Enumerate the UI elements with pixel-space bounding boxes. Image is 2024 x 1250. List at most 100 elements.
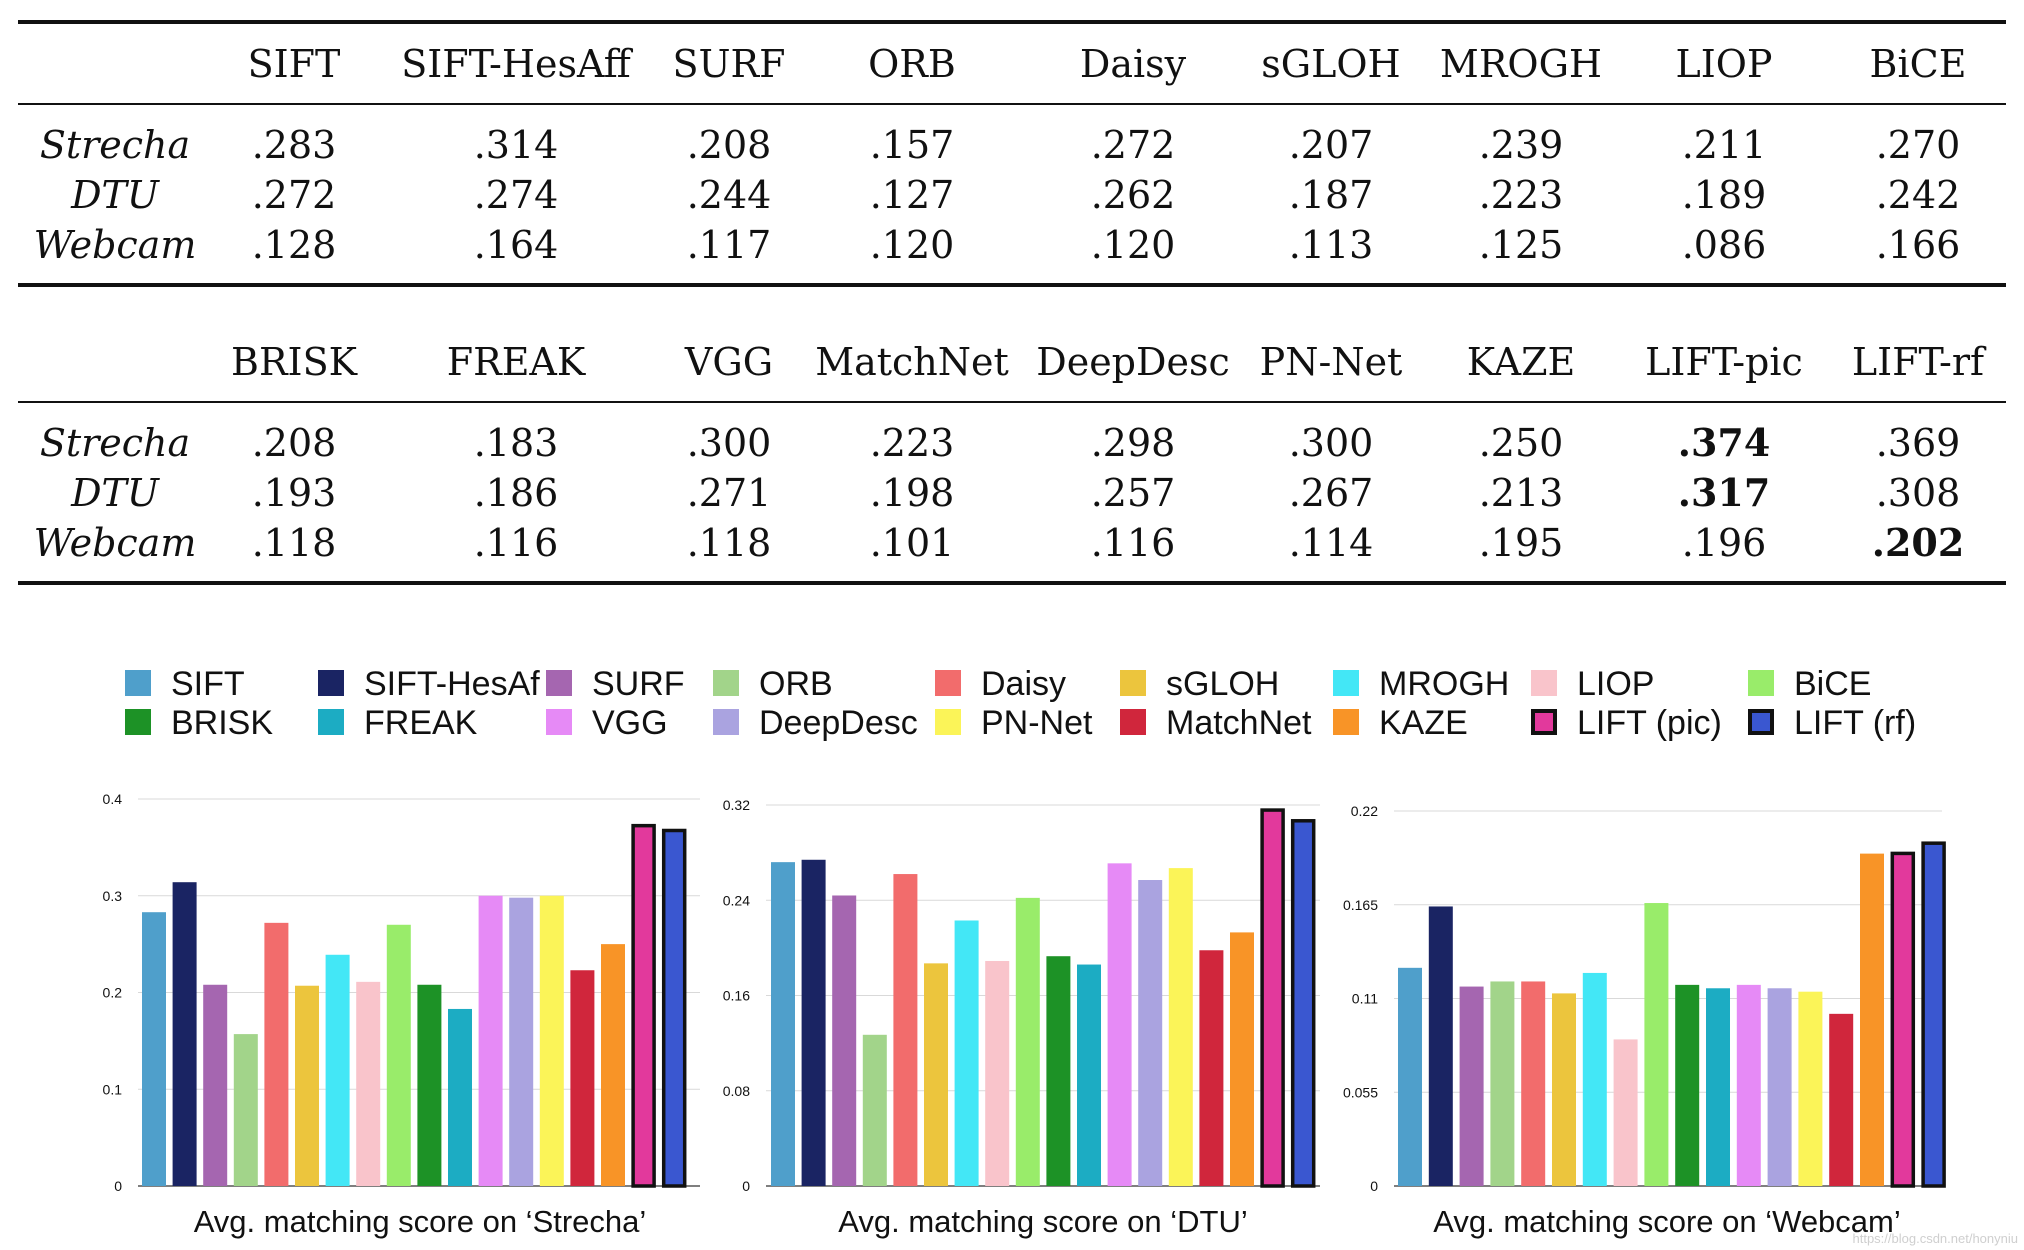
table-column-header: SIFT bbox=[248, 42, 341, 86]
table-cell: .267 bbox=[1289, 471, 1374, 515]
legend-label: KAZE bbox=[1379, 704, 1468, 742]
bar bbox=[417, 984, 442, 1186]
legend-item: FREAK bbox=[318, 704, 478, 742]
table-cell: .186 bbox=[474, 471, 559, 515]
bar bbox=[1398, 967, 1422, 1186]
chart-caption: Avg. matching score on ‘DTU’ bbox=[838, 1204, 1247, 1239]
y-tick-label: 0.22 bbox=[1351, 803, 1378, 819]
legend-swatch bbox=[1120, 709, 1146, 735]
table-cell: .118 bbox=[252, 521, 337, 565]
table-column-header: FREAK bbox=[447, 340, 586, 384]
bar bbox=[1767, 988, 1792, 1186]
legend-swatch bbox=[318, 670, 344, 696]
legend-item: BiCE bbox=[1748, 665, 1871, 703]
bar bbox=[509, 897, 534, 1186]
bar-charts: 0 0.1 0.2 0.3 0.4 Avg. matching score on ‘Str… bbox=[103, 791, 1946, 1239]
legend-label: DeepDesc bbox=[759, 704, 918, 742]
table-cell: .374 bbox=[1678, 420, 1771, 465]
bar bbox=[954, 920, 979, 1186]
table-cell: .118 bbox=[687, 521, 772, 565]
table-column-header: MROGH bbox=[1440, 42, 1602, 86]
table-cell: .272 bbox=[252, 173, 337, 217]
y-tick-label: 0 bbox=[114, 1178, 122, 1194]
table-row-label: Webcam bbox=[34, 223, 197, 267]
legend-item: SIFT-HesAf bbox=[318, 665, 540, 703]
table-cell: .101 bbox=[870, 521, 955, 565]
bar bbox=[1552, 993, 1576, 1186]
bar bbox=[631, 823, 656, 1188]
bar bbox=[1290, 819, 1316, 1188]
legend-swatch bbox=[935, 670, 961, 696]
bar bbox=[771, 862, 795, 1186]
table-column-header: LIFT-pic bbox=[1645, 340, 1803, 384]
bar bbox=[295, 985, 319, 1186]
table-cell: .187 bbox=[1289, 173, 1374, 217]
table-column-header: DeepDesc bbox=[1036, 340, 1230, 384]
bar bbox=[1736, 984, 1761, 1186]
legend-swatch bbox=[713, 709, 739, 735]
bar bbox=[893, 874, 918, 1186]
legend-item: SURF bbox=[546, 665, 685, 703]
legend-item: LIFT (pic) bbox=[1531, 704, 1722, 742]
y-tick-label: 0 bbox=[742, 1178, 750, 1194]
bar bbox=[1260, 808, 1285, 1188]
legend-swatch bbox=[713, 670, 739, 696]
table-cell: .128 bbox=[252, 223, 337, 267]
legend-swatch bbox=[1748, 709, 1774, 735]
bar bbox=[661, 828, 687, 1188]
legend-label: VGG bbox=[592, 704, 668, 742]
table-cell: .298 bbox=[1091, 421, 1176, 465]
table-2: BRISK FREAK VGG MatchNet DeepDesc PN-Net KAZE L… bbox=[18, 340, 2006, 585]
table-cell: .127 bbox=[870, 173, 955, 217]
legend-item: sGLOH bbox=[1120, 665, 1279, 703]
table-cell: .166 bbox=[1876, 223, 1961, 267]
table-column-header: MatchNet bbox=[815, 340, 1009, 384]
legend-swatch bbox=[546, 670, 572, 696]
table-cell: .223 bbox=[870, 421, 955, 465]
y-tick-label: 0.165 bbox=[1343, 897, 1378, 913]
legend-item: LIOP bbox=[1531, 665, 1654, 703]
legend-swatch bbox=[546, 709, 572, 735]
bar bbox=[1428, 906, 1453, 1186]
bar-chart-1: 0 0.1 0.2 0.3 0.4 Avg. matching score on ‘Str… bbox=[103, 791, 700, 1239]
bar bbox=[1046, 956, 1071, 1186]
table-cell: .193 bbox=[252, 471, 337, 515]
bar bbox=[1199, 950, 1224, 1186]
y-tick-label: 0.08 bbox=[723, 1083, 750, 1099]
legend-item: LIFT (rf) bbox=[1748, 704, 1916, 742]
table-cell: .189 bbox=[1682, 173, 1767, 217]
bar bbox=[1490, 981, 1515, 1186]
table-cell: .270 bbox=[1876, 123, 1961, 167]
legend-item: VGG bbox=[546, 704, 668, 742]
bar bbox=[1860, 853, 1884, 1186]
bar bbox=[356, 981, 381, 1186]
table-cell: .086 bbox=[1682, 223, 1767, 267]
bar bbox=[233, 1034, 258, 1186]
bar bbox=[448, 1008, 472, 1186]
table-column-header: BiCE bbox=[1870, 42, 1967, 86]
bar bbox=[478, 895, 503, 1186]
bar bbox=[1890, 851, 1916, 1188]
legend-item: MatchNet bbox=[1120, 704, 1312, 742]
bar bbox=[862, 1034, 887, 1186]
table-cell: .314 bbox=[474, 123, 559, 167]
watermark: https://blog.csdn.net/honyniu bbox=[1852, 1231, 2018, 1246]
table-cell: .157 bbox=[870, 123, 955, 167]
legend-label: BiCE bbox=[1794, 665, 1871, 703]
y-tick-label: 0.055 bbox=[1343, 1084, 1378, 1100]
legend-label: sGLOH bbox=[1166, 665, 1279, 703]
legend-swatch bbox=[125, 670, 151, 696]
table-column-header: PN-Net bbox=[1260, 340, 1403, 384]
bar bbox=[570, 970, 595, 1186]
legend-swatch bbox=[125, 709, 151, 735]
table-column-header: KAZE bbox=[1467, 340, 1575, 384]
bar bbox=[1138, 880, 1163, 1186]
y-tick-label: 0.16 bbox=[723, 988, 750, 1004]
bar bbox=[1230, 932, 1254, 1186]
bar bbox=[264, 922, 289, 1186]
table-cell: .183 bbox=[474, 421, 559, 465]
bar bbox=[1582, 972, 1607, 1186]
y-tick-label: 0.11 bbox=[1352, 991, 1378, 1007]
legend-label: PN-Net bbox=[981, 704, 1093, 742]
